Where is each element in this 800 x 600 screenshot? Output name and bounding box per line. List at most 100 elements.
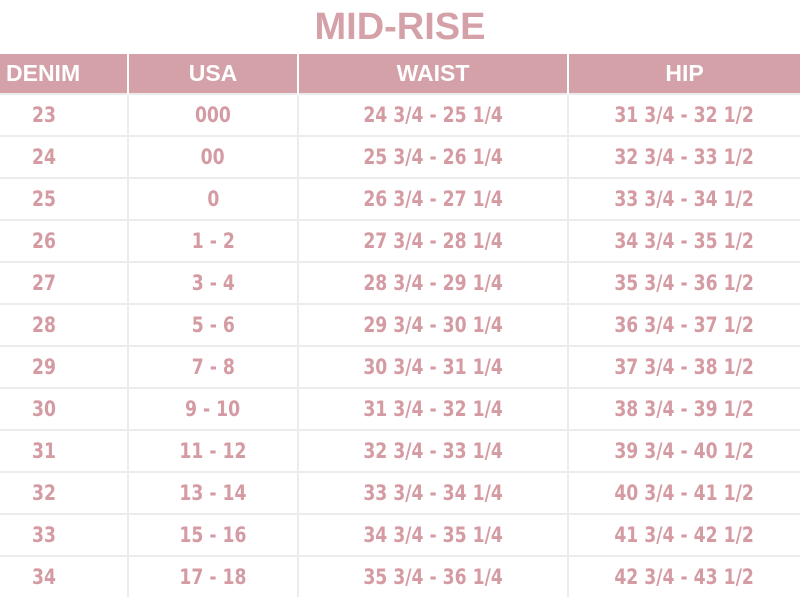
cell-usa-size: 7 - 8 [127,345,298,388]
table-row: 34 17 - 18 35 3/4 - 36 1/4 42 3/4 - 43 1/2 [0,555,800,597]
table-row: 24 00 25 3/4 - 26 1/4 32 3/4 - 33 1/2 [0,135,800,178]
cell-usa-size: 17 - 18 [127,555,298,597]
cell-text: 33 3/4 - 34 1/4 [363,481,503,505]
cell-waist-range: 34 3/4 - 35 1/4 [297,513,568,556]
cell-hip-range: 40 3/4 - 41 1/2 [567,471,800,514]
cell-text: 26 3/4 - 27 1/4 [363,187,503,211]
cell-text: 7 - 8 [191,355,235,379]
table-row: 26 1 - 2 27 3/4 - 28 1/4 34 3/4 - 35 1/2 [0,219,800,262]
header-row: DENIM USA WAIST HIP [0,54,800,94]
cell-text: 11 - 12 [179,439,247,463]
cell-text: 36 3/4 - 37 1/2 [614,313,755,337]
cell-denim-size: 28 [0,303,128,346]
table-row: 30 9 - 10 31 3/4 - 32 1/4 38 3/4 - 39 1/2 [0,387,800,430]
cell-text: 1 - 2 [191,229,235,253]
cell-text: 13 - 14 [179,481,247,505]
cell-text: 42 3/4 - 43 1/2 [614,565,755,589]
cell-hip-range: 41 3/4 - 42 1/2 [567,513,800,556]
cell-waist-range: 35 3/4 - 36 1/4 [297,555,568,597]
cell-text: 32 [32,481,56,505]
cell-text: 27 3/4 - 28 1/4 [363,229,503,253]
cell-text: 28 [32,313,56,337]
cell-waist-range: 24 3/4 - 25 1/4 [297,93,568,136]
cell-denim-size: 26 [0,219,128,262]
table-row: 33 15 - 16 34 3/4 - 35 1/4 41 3/4 - 42 1/2 [0,513,800,556]
cell-text: 000 [195,103,231,127]
cell-usa-size: 000 [127,93,298,136]
cell-waist-range: 29 3/4 - 30 1/4 [297,303,568,346]
table-body: 23 000 24 3/4 - 25 1/4 31 3/4 - 32 1/2 24 00 2… [0,93,800,597]
cell-waist-range: 28 3/4 - 29 1/4 [297,261,568,304]
cell-hip-range: 32 3/4 - 33 1/2 [567,135,800,178]
cell-denim-size: 34 [0,555,128,597]
cell-text: 29 [32,355,56,379]
table-row: 32 13 - 14 33 3/4 - 34 1/4 40 3/4 - 41 1/2 [0,471,800,514]
cell-hip-range: 34 3/4 - 35 1/2 [567,219,800,262]
cell-usa-size: 5 - 6 [127,303,298,346]
cell-hip-range: 39 3/4 - 40 1/2 [567,429,800,472]
cell-text: 30 [32,397,56,421]
table-row: 27 3 - 4 28 3/4 - 29 1/4 35 3/4 - 36 1/2 [0,261,800,304]
cell-hip-range: 35 3/4 - 36 1/2 [567,261,800,304]
cell-text: 31 3/4 - 32 1/4 [363,397,503,421]
cell-text: 33 3/4 - 34 1/2 [614,187,755,211]
cell-text: 25 3/4 - 26 1/4 [363,145,503,169]
header-usa: USA [127,54,298,94]
cell-text: 33 [32,523,56,547]
cell-hip-range: 33 3/4 - 34 1/2 [567,177,800,220]
cell-text: 9 - 10 [185,397,241,421]
cell-denim-size: 33 [0,513,128,556]
cell-text: 34 3/4 - 35 1/2 [614,229,755,253]
cell-text: 40 3/4 - 41 1/2 [614,481,755,505]
cell-usa-size: 0 [127,177,298,220]
cell-text: 15 - 16 [179,523,247,547]
cell-text: 34 [32,565,56,589]
cell-usa-size: 11 - 12 [127,429,298,472]
cell-text: 26 [32,229,56,253]
cell-denim-size: 24 [0,135,128,178]
cell-usa-size: 00 [127,135,298,178]
cell-text: 32 3/4 - 33 1/2 [614,145,755,169]
header-waist: WAIST [297,54,568,94]
cell-waist-range: 25 3/4 - 26 1/4 [297,135,568,178]
cell-text: 5 - 6 [191,313,235,337]
cell-hip-range: 42 3/4 - 43 1/2 [567,555,800,597]
table-row: 31 11 - 12 32 3/4 - 33 1/4 39 3/4 - 40 1/2 [0,429,800,472]
cell-usa-size: 9 - 10 [127,387,298,430]
table-row: 29 7 - 8 30 3/4 - 31 1/4 37 3/4 - 38 1/2 [0,345,800,388]
cell-text: 25 [32,187,56,211]
cell-text: 17 - 18 [179,565,247,589]
cell-denim-size: 23 [0,93,128,136]
cell-denim-size: 32 [0,471,128,514]
cell-denim-size: 25 [0,177,128,220]
cell-waist-range: 26 3/4 - 27 1/4 [297,177,568,220]
table-row: 25 0 26 3/4 - 27 1/4 33 3/4 - 34 1/2 [0,177,800,220]
cell-text: 28 3/4 - 29 1/4 [363,271,503,295]
cell-denim-size: 30 [0,387,128,430]
cell-waist-range: 31 3/4 - 32 1/4 [297,387,568,430]
cell-text: 37 3/4 - 38 1/2 [614,355,755,379]
cell-usa-size: 3 - 4 [127,261,298,304]
cell-denim-size: 27 [0,261,128,304]
cell-text: 38 3/4 - 39 1/2 [614,397,755,421]
cell-denim-size: 29 [0,345,128,388]
cell-text: 31 [32,439,56,463]
cell-usa-size: 1 - 2 [127,219,298,262]
cell-text: 3 - 4 [191,271,235,295]
cell-text: 23 [32,103,56,127]
cell-text: 27 [32,271,56,295]
cell-hip-range: 38 3/4 - 39 1/2 [567,387,800,430]
cell-text: 35 3/4 - 36 1/4 [363,565,503,589]
cell-text: 30 3/4 - 31 1/4 [363,355,503,379]
cell-text: 35 3/4 - 36 1/2 [614,271,755,295]
cell-text: 24 [32,145,56,169]
table-row: 23 000 24 3/4 - 25 1/4 31 3/4 - 32 1/2 [0,93,800,136]
cell-waist-range: 33 3/4 - 34 1/4 [297,471,568,514]
cell-waist-range: 32 3/4 - 33 1/4 [297,429,568,472]
cell-waist-range: 30 3/4 - 31 1/4 [297,345,568,388]
cell-hip-range: 37 3/4 - 38 1/2 [567,345,800,388]
cell-text: 32 3/4 - 33 1/4 [363,439,503,463]
cell-hip-range: 36 3/4 - 37 1/2 [567,303,800,346]
cell-text: 34 3/4 - 35 1/4 [363,523,503,547]
cell-hip-range: 31 3/4 - 32 1/2 [567,93,800,136]
